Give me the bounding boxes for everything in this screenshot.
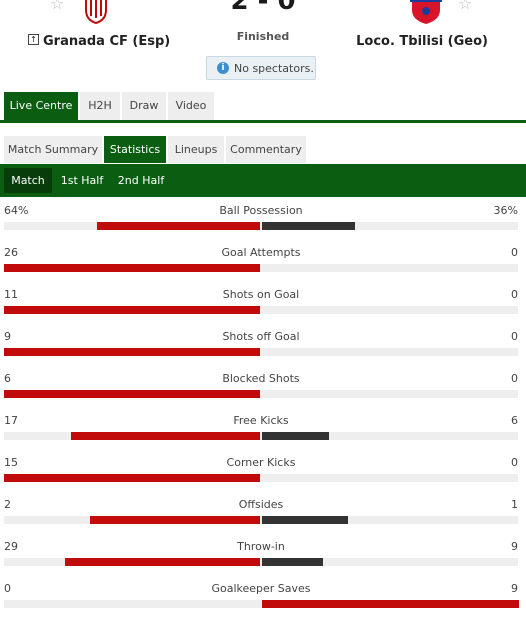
stat-away-bar bbox=[262, 558, 323, 566]
stat-track bbox=[4, 558, 518, 566]
stat-name: Ball Possession bbox=[219, 204, 303, 217]
home-team-name[interactable]: ↑ Granada CF (Esp) bbox=[28, 34, 170, 49]
stat-name: Offsides bbox=[238, 498, 284, 511]
stat-name: Shots off Goal bbox=[222, 330, 300, 343]
period-tab-1st-half[interactable]: 1st Half bbox=[60, 174, 104, 187]
stat-home-bar bbox=[65, 558, 260, 566]
match-status: Finished bbox=[236, 30, 290, 43]
period-bar: Match 1st Half 2nd Half bbox=[0, 164, 526, 197]
stat-away-bar bbox=[262, 600, 519, 608]
tab-statistics[interactable]: Statistics bbox=[104, 136, 166, 163]
arrow-up-icon: ↑ bbox=[28, 34, 39, 45]
stat-home-bar bbox=[4, 306, 260, 314]
info-icon: i bbox=[217, 62, 229, 74]
stat-row: 26 Goal Attempts 0 bbox=[0, 244, 526, 286]
stat-track bbox=[4, 474, 518, 482]
stat-home-bar bbox=[4, 264, 260, 272]
stat-name: Goal Attempts bbox=[221, 246, 301, 259]
stat-row: 17 Free Kicks 6 bbox=[0, 412, 526, 454]
stat-home-value: 17 bbox=[4, 414, 18, 427]
stat-row: 6 Blocked Shots 0 bbox=[0, 370, 526, 412]
stat-home-bar bbox=[4, 348, 260, 356]
stat-row: 0 Goalkeeper Saves 9 bbox=[0, 580, 526, 622]
stat-track bbox=[4, 222, 518, 230]
stat-away-value: 36% bbox=[493, 204, 518, 217]
stat-track bbox=[4, 390, 518, 398]
stat-name: Corner Kicks bbox=[226, 456, 296, 469]
stat-home-bar bbox=[4, 474, 260, 482]
period-tab-2nd-half[interactable]: 2nd Half bbox=[117, 174, 165, 187]
locomotive-crest-icon bbox=[410, 0, 442, 24]
stat-away-value: 9 bbox=[511, 582, 518, 595]
stat-row: 29 Throw-in 9 bbox=[0, 538, 526, 580]
stat-away-value: 0 bbox=[511, 456, 518, 469]
stat-home-bar bbox=[90, 516, 260, 524]
match-score: 2 - 0 bbox=[230, 0, 296, 16]
main-tabs-underline bbox=[0, 120, 526, 123]
stat-row: 64% Ball Possession 36% bbox=[0, 202, 526, 244]
stat-away-value: 1 bbox=[511, 498, 518, 511]
stat-home-value: 0 bbox=[4, 582, 11, 595]
tab-match-summary[interactable]: Match Summary bbox=[4, 136, 102, 163]
stat-home-value: 64% bbox=[4, 204, 29, 217]
tab-video[interactable]: Video bbox=[168, 92, 214, 120]
stat-away-bar bbox=[262, 432, 329, 440]
stat-away-bar bbox=[262, 516, 348, 524]
spectators-notice: i No spectators. bbox=[206, 56, 316, 80]
stat-home-value: 2 bbox=[4, 498, 11, 511]
stat-name: Blocked Shots bbox=[222, 372, 300, 385]
stat-away-value: 9 bbox=[511, 540, 518, 553]
stat-away-value: 0 bbox=[511, 330, 518, 343]
stat-home-value: 6 bbox=[4, 372, 11, 385]
tab-h2h[interactable]: H2H bbox=[80, 92, 120, 120]
stat-home-value: 11 bbox=[4, 288, 18, 301]
stat-home-bar bbox=[4, 390, 260, 398]
stat-name: Goalkeeper Saves bbox=[211, 582, 311, 595]
stat-home-value: 15 bbox=[4, 456, 18, 469]
stat-row: 15 Corner Kicks 0 bbox=[0, 454, 526, 496]
favorite-home-star-icon[interactable]: ☆ bbox=[50, 0, 65, 13]
tab-commentary[interactable]: Commentary bbox=[226, 136, 306, 163]
tab-live-centre[interactable]: Live Centre bbox=[4, 92, 78, 120]
notice-text: No spectators. bbox=[234, 62, 314, 75]
stat-away-value: 0 bbox=[511, 372, 518, 385]
stat-name: Shots on Goal bbox=[222, 288, 300, 301]
main-tabs: Live Centre H2H Draw Video bbox=[0, 92, 526, 122]
stat-away-bar bbox=[262, 222, 355, 230]
stat-away-value: 0 bbox=[511, 246, 518, 259]
stat-name: Throw-in bbox=[237, 540, 285, 553]
tab-lineups[interactable]: Lineups bbox=[168, 136, 224, 163]
stat-track bbox=[4, 516, 518, 524]
stat-home-bar bbox=[97, 222, 260, 230]
home-team-label: Granada CF (Esp) bbox=[43, 34, 171, 49]
stat-track bbox=[4, 348, 518, 356]
stat-track bbox=[4, 432, 518, 440]
stat-row: 2 Offsides 1 bbox=[0, 496, 526, 538]
match-header: ☆ 2 - 0 Finished ☆ ↑ Granada CF (Esp) Loc… bbox=[0, 0, 526, 92]
stat-home-value: 26 bbox=[4, 246, 18, 259]
stat-row: 11 Shots on Goal 0 bbox=[0, 286, 526, 328]
stat-track bbox=[4, 600, 518, 608]
stat-away-value: 6 bbox=[511, 414, 518, 427]
stat-name: Free Kicks bbox=[233, 414, 289, 427]
tab-draw[interactable]: Draw bbox=[122, 92, 166, 120]
stat-track bbox=[4, 264, 518, 272]
stat-home-value: 9 bbox=[4, 330, 11, 343]
stat-track bbox=[4, 306, 518, 314]
stat-away-value: 0 bbox=[511, 288, 518, 301]
sub-tabs: Match Summary Statistics Lineups Comment… bbox=[0, 136, 526, 164]
period-tab-match[interactable]: Match bbox=[4, 168, 52, 193]
away-team-name[interactable]: Loco. Tbilisi (Geo) bbox=[356, 34, 488, 49]
favorite-away-star-icon[interactable]: ☆ bbox=[458, 0, 473, 13]
stat-home-value: 29 bbox=[4, 540, 18, 553]
stat-home-bar bbox=[71, 432, 260, 440]
stat-row: 9 Shots off Goal 0 bbox=[0, 328, 526, 370]
granada-crest-icon bbox=[85, 0, 107, 24]
